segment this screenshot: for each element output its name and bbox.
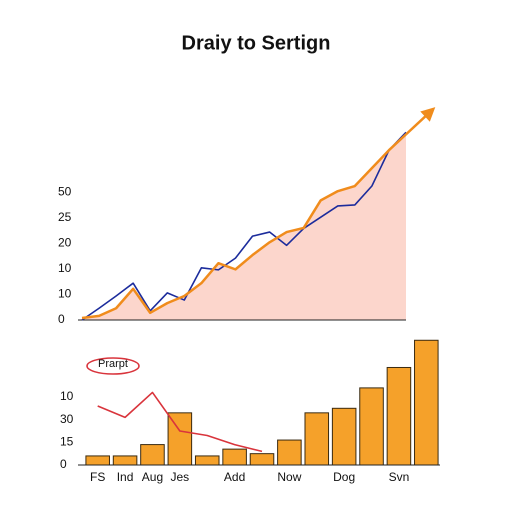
annotation: Prarpt (98, 358, 128, 370)
y-tick-label: 10 (58, 261, 72, 275)
x-tick-label: Add (224, 470, 245, 484)
bar (304, 412, 330, 466)
x-tick-label: Aug (142, 470, 163, 484)
y-tick-label: 25 (58, 210, 72, 224)
annotation-ellipse (86, 357, 140, 375)
arrow-head (420, 107, 436, 122)
x-tick-label: Ind (117, 470, 134, 484)
x-tick-label: Dog (333, 470, 355, 484)
bar (222, 448, 247, 466)
y-tick-label: 50 (58, 184, 72, 198)
bar (414, 339, 439, 466)
bar (112, 455, 138, 466)
bar (277, 439, 302, 466)
x-tick-label: Svn (389, 470, 410, 484)
y-tick-label: 0 (60, 457, 67, 471)
line (81, 131, 407, 321)
y-tick-label: 10 (60, 389, 74, 403)
x-tick-label: Jes (171, 470, 190, 484)
bar (359, 387, 384, 466)
x-tick-label: FS (90, 470, 105, 484)
line (81, 133, 407, 320)
bar (249, 453, 275, 466)
bar (331, 407, 357, 466)
bar (194, 455, 220, 466)
x-tick-label: Now (277, 470, 301, 484)
area (82, 134, 406, 320)
y-tick-label: 0 (58, 312, 65, 326)
y-tick-label: 10 (58, 287, 72, 301)
bar (386, 366, 412, 466)
y-tick-label: 20 (58, 235, 72, 249)
bar (140, 444, 165, 466)
y-tick-label: 30 (60, 412, 74, 426)
bar (85, 455, 110, 466)
line (97, 391, 263, 453)
y-tick-label: 15 (60, 434, 74, 448)
chart-title: Draiy to Sertign (182, 32, 331, 54)
